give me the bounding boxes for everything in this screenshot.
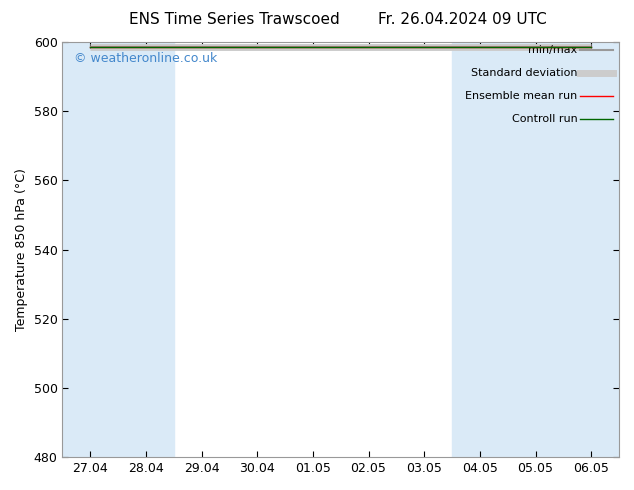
Text: Controll run: Controll run (512, 114, 577, 124)
Text: ENS Time Series Trawscoed: ENS Time Series Trawscoed (129, 12, 340, 27)
Y-axis label: Temperature 850 hPa (°C): Temperature 850 hPa (°C) (15, 168, 28, 331)
Bar (62, 42, 118, 457)
Text: © weatheronline.co.uk: © weatheronline.co.uk (74, 52, 217, 66)
Bar (564, 42, 619, 457)
Bar (452, 42, 508, 457)
Bar (118, 42, 174, 457)
Text: Fr. 26.04.2024 09 UTC: Fr. 26.04.2024 09 UTC (378, 12, 547, 27)
Bar (508, 42, 564, 457)
Text: Standard deviation: Standard deviation (471, 68, 577, 78)
Text: Ensemble mean run: Ensemble mean run (465, 91, 577, 101)
Text: min/max: min/max (528, 46, 577, 55)
